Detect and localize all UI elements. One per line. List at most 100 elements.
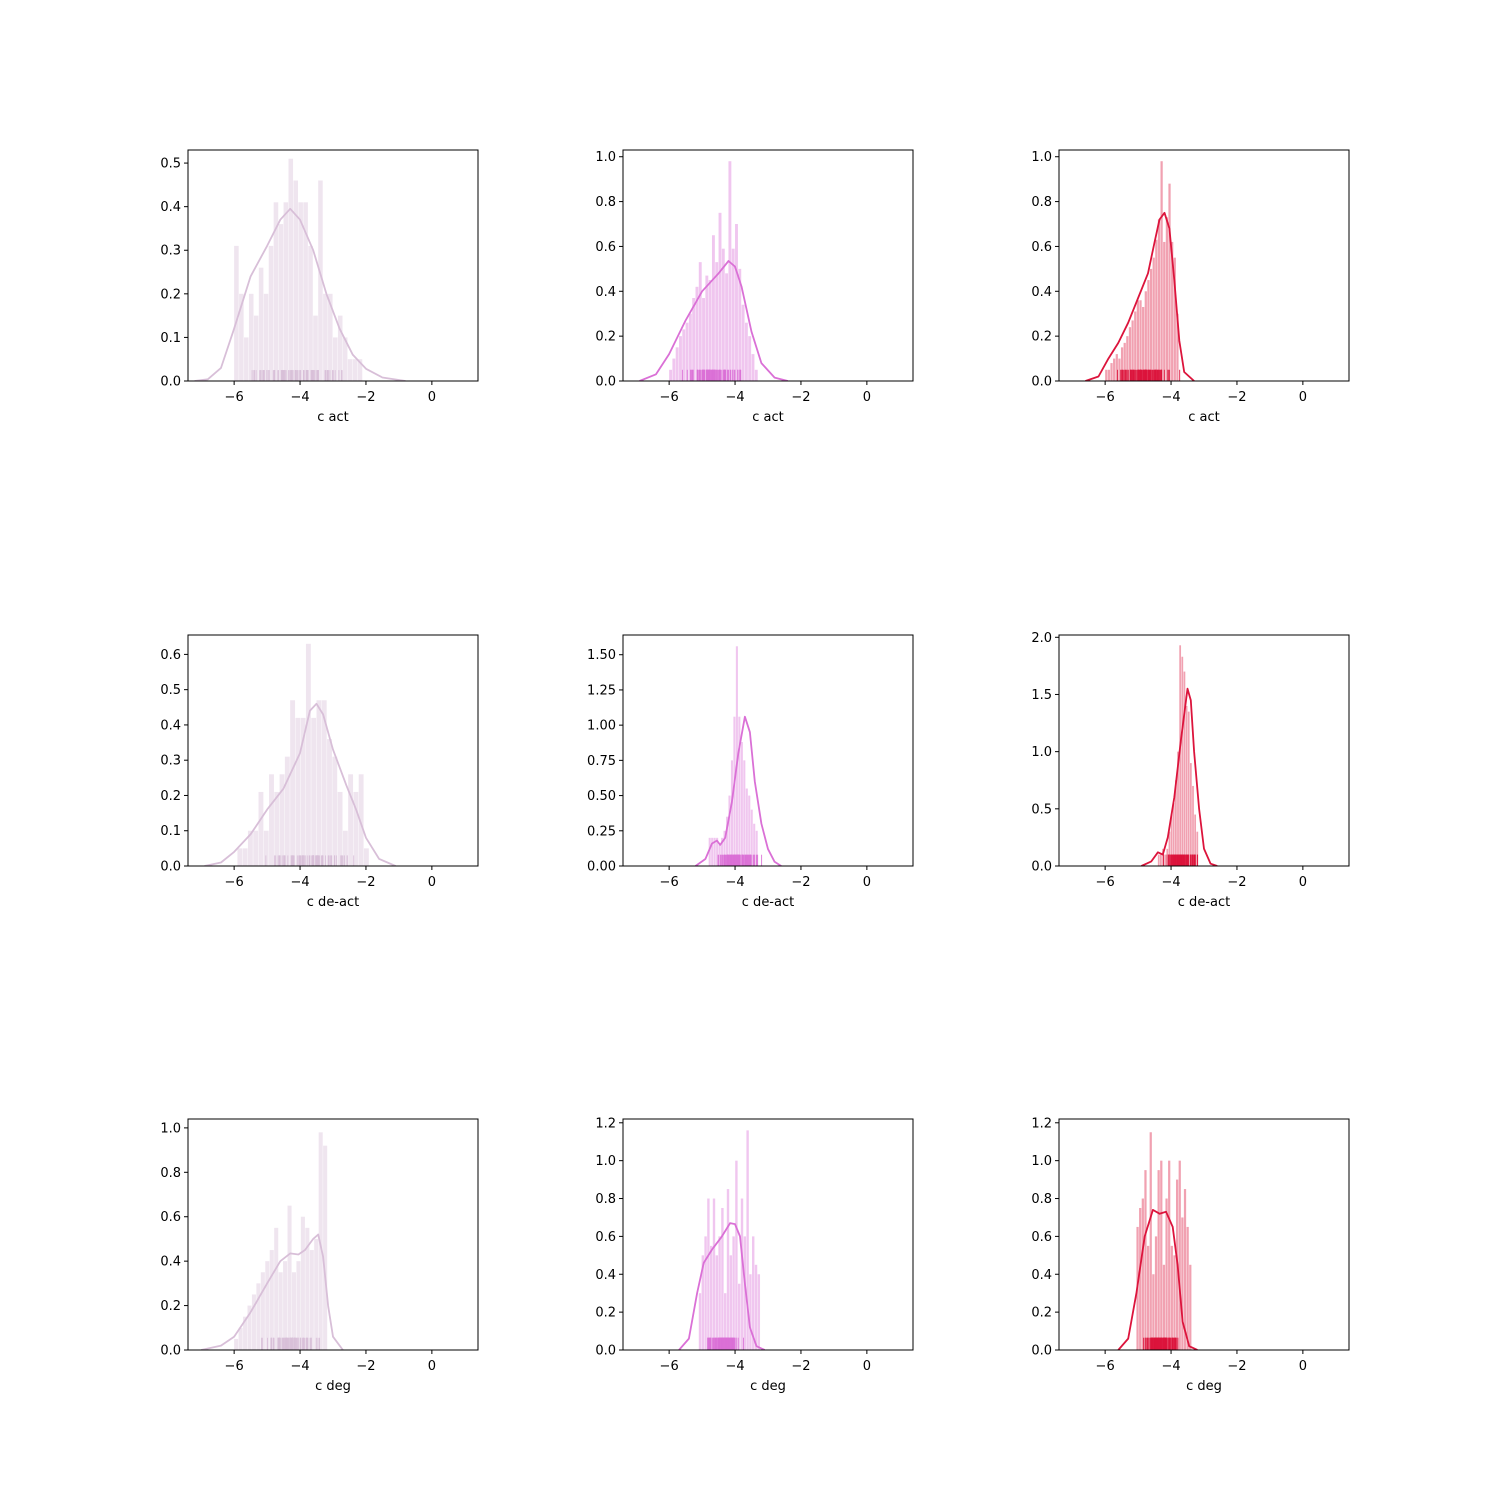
histogram-bar [1194, 814, 1197, 866]
histogram-bar [323, 1145, 328, 1350]
subplot-8: −6 −4 −2 0 0.0 0.2 0.4 0.6 0.8 1.0 1.2 c deg [595, 1116, 914, 1394]
x-tick-label: −4 [290, 875, 309, 890]
y-tick-label: 0.6 [595, 1230, 616, 1245]
rug-marks [1117, 369, 1181, 381]
histogram-bar [305, 643, 311, 866]
histogram-bar [713, 837, 716, 866]
histogram-bar [1107, 369, 1111, 381]
x-tick-label: 0 [1299, 1359, 1307, 1374]
subplot-3: −6 −4 −2 0 0.0 0.2 0.4 0.6 0.8 1.0 c act [1031, 149, 1350, 425]
histogram-bar [363, 848, 369, 866]
kde-curve [678, 1222, 766, 1350]
histogram-bar [748, 795, 751, 866]
x-tick-label: −2 [791, 1359, 810, 1374]
histogram-bar [715, 1255, 719, 1350]
histogram-bar [300, 1216, 305, 1350]
y-tick-label: 0.6 [1031, 1230, 1052, 1245]
histogram-bar [731, 248, 735, 381]
axes-frame [187, 634, 479, 867]
histogram-bar [679, 336, 682, 381]
histogram-bar [754, 1264, 758, 1350]
histogram-bar [1173, 257, 1176, 381]
histogram-bar [1139, 1207, 1142, 1350]
histogram-bar [328, 293, 333, 381]
y-tick-label: 0.8 [160, 1166, 181, 1181]
histogram-bar [327, 739, 332, 866]
x-tick-label: −4 [1161, 1359, 1180, 1374]
histogram-bar [333, 337, 338, 381]
y-tick-label: 0.6 [595, 240, 616, 255]
x-axis-label: c act [752, 410, 784, 425]
histogram-bar [698, 1293, 702, 1350]
histogram-bar [1165, 217, 1169, 381]
y-tick-label: 0.6 [160, 648, 181, 663]
histogram-bar [755, 830, 758, 866]
histogram-bar [716, 837, 719, 866]
rug-marks [261, 1337, 320, 1350]
histogram-bar [1192, 785, 1194, 866]
y-tick-label: 0.1 [160, 331, 181, 346]
histogram-bar [1176, 313, 1179, 381]
histogram-bar [740, 742, 743, 866]
histogram-bar [712, 1198, 716, 1350]
y-tick-label: 0.4 [1031, 1268, 1052, 1283]
histogram-bar [1163, 241, 1166, 381]
x-tick-label: −2 [1227, 390, 1246, 405]
x-tick-label: −4 [725, 390, 744, 405]
histogram-bar [1157, 854, 1160, 866]
y-tick-label: 1.2 [1031, 1116, 1052, 1131]
histogram-bar [1173, 1255, 1176, 1350]
histogram-bar [1183, 671, 1186, 866]
x-tick-label: 0 [428, 875, 436, 890]
axes-frame [622, 149, 914, 382]
histogram-bar [321, 700, 327, 866]
histogram-bar [265, 1261, 270, 1350]
histogram-bar [342, 830, 348, 866]
y-tick-label: 1.0 [1031, 745, 1052, 760]
x-tick-label: −2 [791, 875, 810, 890]
histogram-bar [711, 235, 715, 381]
histogram-bar [288, 158, 294, 381]
y-tick-label: 0.75 [587, 754, 616, 769]
histogram-bar [342, 337, 348, 381]
histogram-bar [1181, 656, 1184, 866]
y-tick-label: 0.3 [160, 754, 181, 769]
y-tick-label: 0.0 [595, 1344, 616, 1359]
axes-frame [187, 1118, 479, 1351]
x-tick-label: 0 [863, 1359, 871, 1374]
histogram-bar [238, 1327, 243, 1350]
x-tick-label: −6 [1096, 875, 1115, 890]
x-tick-label: −6 [660, 1359, 679, 1374]
x-tick-label: 0 [1299, 875, 1307, 890]
histogram-bar [1105, 369, 1108, 381]
histogram-bar [296, 1261, 301, 1350]
x-tick-label: 0 [428, 390, 436, 405]
histogram-bar [749, 1274, 752, 1350]
x-tick-label: −4 [1161, 390, 1180, 405]
histogram-bar [1131, 320, 1134, 381]
histogram-bar [1165, 1198, 1168, 1350]
rug-marks [707, 1337, 744, 1350]
y-tick-label: 0.8 [595, 1192, 616, 1207]
x-tick-label: 0 [863, 390, 871, 405]
histogram-bar [721, 837, 724, 866]
histogram-bar [1175, 780, 1177, 866]
histogram-bar [332, 756, 338, 866]
x-tick-label: −2 [356, 1359, 375, 1374]
histogram-bar [750, 809, 753, 866]
x-tick-label: 0 [863, 875, 871, 890]
histogram-bar [1186, 1226, 1189, 1350]
histogram-bar [291, 1272, 297, 1350]
y-tick-label: 0.0 [160, 860, 181, 875]
x-tick-label: 0 [1299, 390, 1307, 405]
histogram-bar [247, 830, 253, 866]
rug-marks [1163, 854, 1199, 866]
histogram-bar [1110, 363, 1113, 381]
y-tick-label: 0.8 [595, 195, 616, 210]
histogram-bar [242, 848, 248, 866]
histogram-bar [1139, 300, 1142, 381]
y-tick-label: 0.0 [160, 375, 181, 390]
subplot-5: −6 −4 −2 0 0.00 0.25 0.50 0.75 1.00 1.25 1.50 c de-… [587, 634, 914, 910]
histogram-bar [1120, 347, 1124, 381]
x-tick-label: −4 [290, 390, 309, 405]
